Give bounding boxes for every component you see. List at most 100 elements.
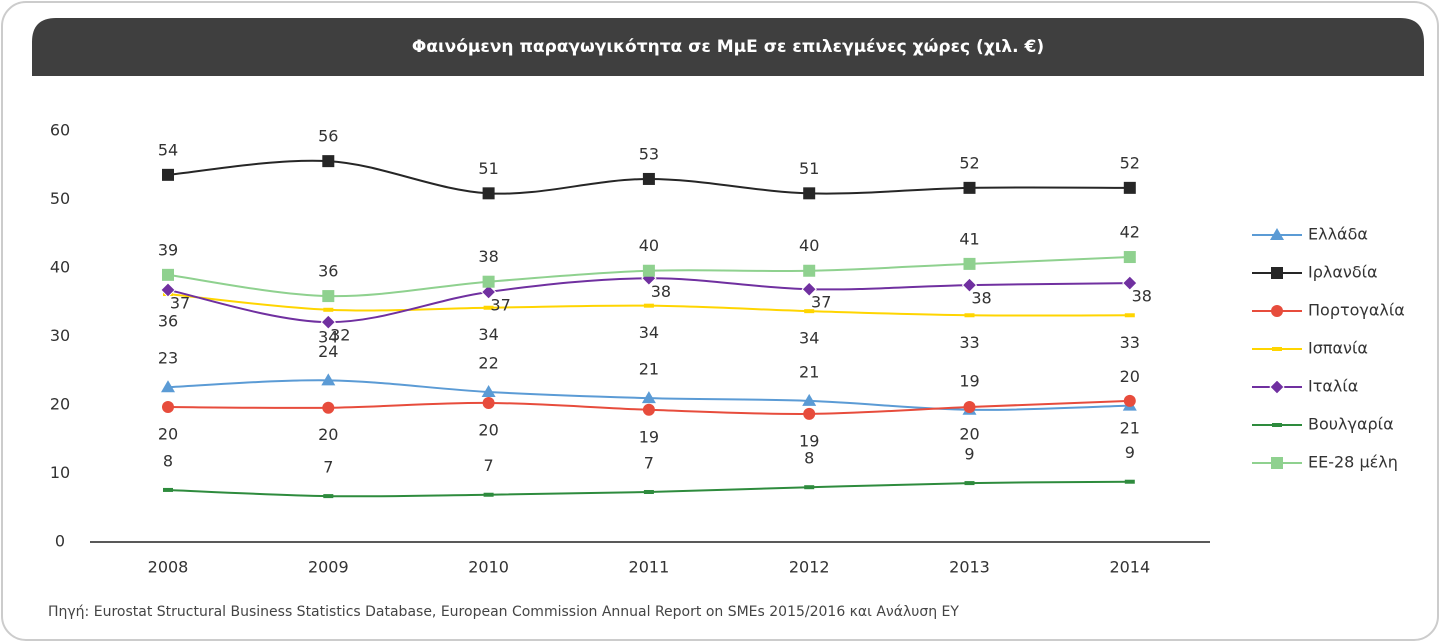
y-tick-label: 10: [50, 463, 70, 482]
marker: [961, 277, 978, 293]
marker: [321, 373, 336, 386]
marker: [160, 282, 176, 298]
data-label: 38: [971, 289, 991, 308]
data-label: 51: [478, 159, 498, 178]
marker: [963, 181, 976, 194]
data-label: 36: [158, 312, 178, 331]
marker: [163, 487, 173, 492]
data-label: 56: [318, 127, 338, 146]
marker: [162, 401, 174, 414]
y-tick-label: 60: [50, 121, 70, 140]
marker: [804, 309, 815, 314]
data-label: 21: [1120, 418, 1140, 437]
marker: [323, 307, 334, 312]
legend-label: Ιταλία: [1308, 377, 1358, 396]
data-label: 32: [330, 326, 350, 345]
x-tick-label: 2012: [789, 558, 830, 577]
data-label: 39: [158, 240, 178, 259]
data-label: 38: [1132, 287, 1152, 306]
data-label: 7: [323, 458, 333, 477]
data-label: 36: [318, 262, 338, 281]
data-label: 53: [639, 144, 659, 163]
marker: [482, 275, 495, 288]
legend-marker: [1272, 347, 1282, 351]
data-label: 8: [163, 451, 173, 470]
marker: [963, 257, 976, 270]
legend-label: Ισπανία: [1308, 339, 1368, 358]
x-tick-label: 2013: [949, 558, 990, 577]
data-label: 9: [964, 445, 974, 464]
legend-marker: [1271, 267, 1283, 279]
marker: [803, 407, 816, 420]
data-label: 54: [158, 140, 178, 159]
marker: [481, 384, 496, 397]
marker: [482, 396, 495, 409]
data-label: 19: [799, 431, 819, 450]
data-label: 37: [490, 295, 510, 314]
marker: [964, 481, 975, 486]
marker: [1123, 251, 1136, 264]
marker: [1123, 181, 1136, 194]
y-tick-label: 20: [50, 395, 70, 414]
data-label: 23: [158, 349, 178, 368]
x-tick-label: 2008: [148, 558, 189, 577]
marker: [802, 393, 817, 406]
marker: [804, 485, 815, 490]
legend-label: Ελλάδα: [1308, 225, 1368, 244]
data-label: 34: [639, 323, 659, 342]
marker: [162, 168, 174, 181]
marker: [323, 494, 334, 499]
marker: [480, 284, 497, 300]
y-tick-label: 40: [50, 258, 70, 277]
marker: [161, 380, 175, 393]
marker: [483, 492, 494, 497]
marker: [1124, 313, 1135, 318]
data-label: 37: [811, 293, 831, 312]
legend-marker: [1271, 305, 1283, 317]
marker: [1124, 479, 1135, 484]
legend-label: Βουλγαρία: [1308, 415, 1394, 434]
data-label: 34: [478, 325, 498, 344]
chart-title: Φαινόμενη παραγωγικότητα σε ΜμΕ σε επιλε…: [412, 37, 1044, 57]
marker: [483, 305, 494, 310]
data-label: 33: [959, 333, 979, 352]
marker: [964, 313, 975, 318]
marker: [642, 403, 655, 416]
source-note: Πηγή: Eurostat Structural Business Stati…: [48, 604, 959, 620]
data-label: 34: [799, 329, 819, 348]
x-tick-label: 2009: [308, 558, 349, 577]
y-tick-label: 30: [50, 326, 70, 345]
data-label: 19: [639, 427, 659, 446]
data-label: 40: [799, 236, 819, 255]
marker: [162, 268, 174, 281]
data-label: 20: [158, 425, 178, 444]
marker: [1122, 275, 1138, 291]
marker: [322, 401, 335, 414]
data-label: 40: [639, 236, 659, 255]
marker: [643, 303, 654, 308]
data-label: 52: [959, 153, 979, 172]
legend-marker: [1270, 228, 1284, 240]
legend-marker: [1269, 379, 1285, 395]
marker: [320, 314, 337, 330]
legend-label: Ιρλανδία: [1308, 263, 1378, 282]
data-label: 37: [170, 293, 190, 312]
data-label: 24: [318, 342, 338, 361]
marker: [643, 489, 654, 494]
marker: [322, 290, 335, 303]
data-label: 21: [639, 360, 659, 379]
legend-marker: [1271, 457, 1283, 469]
legend-label: Πορτογαλία: [1308, 301, 1405, 320]
data-label: 38: [478, 247, 498, 266]
data-label: 22: [478, 353, 498, 372]
legend-marker: [1272, 423, 1282, 427]
data-label: 20: [478, 420, 498, 439]
data-label: 21: [799, 362, 819, 381]
y-tick-label: 0: [55, 532, 65, 551]
data-label: 52: [1120, 153, 1140, 172]
x-tick-label: 2010: [468, 558, 509, 577]
data-label: 7: [484, 456, 494, 475]
marker: [642, 172, 655, 185]
